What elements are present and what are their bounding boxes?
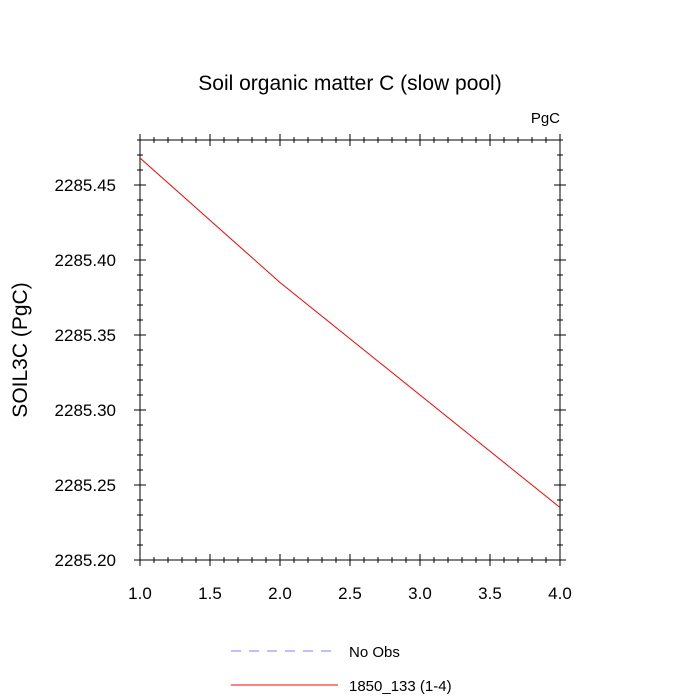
axis-ticks xyxy=(134,134,566,566)
x-tick-label: 2.0 xyxy=(268,584,292,603)
legend-label: 1850_133 (1-4) xyxy=(349,678,452,695)
y-tick-label: 2285.40 xyxy=(55,251,116,270)
chart-title: Soil organic matter C (slow pool) xyxy=(198,72,501,95)
plot-frame xyxy=(139,139,561,561)
y-tick-label: 2285.35 xyxy=(55,326,116,345)
x-tick-label: 3.5 xyxy=(478,584,502,603)
y-axis-label: SOIL3C (PgC) xyxy=(9,282,32,417)
x-tick-label: 2.5 xyxy=(338,584,362,603)
x-tick-labels: 1.0 1.5 2.0 2.5 3.0 3.5 4.0 xyxy=(128,584,572,603)
y-tick-labels: 2285.20 2285.25 2285.30 2285.35 2285.40 2285.… xyxy=(55,176,116,570)
x-tick-label: 1.5 xyxy=(198,584,222,603)
series-lines xyxy=(139,157,561,508)
y-tick-label: 2285.45 xyxy=(55,176,116,195)
units-label: PgC xyxy=(531,110,560,127)
y-tick-label: 2285.20 xyxy=(55,551,116,570)
y-tick-label: 2285.25 xyxy=(55,476,116,495)
x-tick-label: 1.0 xyxy=(128,584,152,603)
legend-label: No Obs xyxy=(349,644,400,661)
legend: No Obs 1850_133 (1-4) xyxy=(231,644,452,695)
y-tick-label: 2285.30 xyxy=(55,401,116,420)
series-line xyxy=(139,157,561,508)
x-tick-label: 3.0 xyxy=(408,584,432,603)
x-tick-label: 4.0 xyxy=(548,584,572,603)
